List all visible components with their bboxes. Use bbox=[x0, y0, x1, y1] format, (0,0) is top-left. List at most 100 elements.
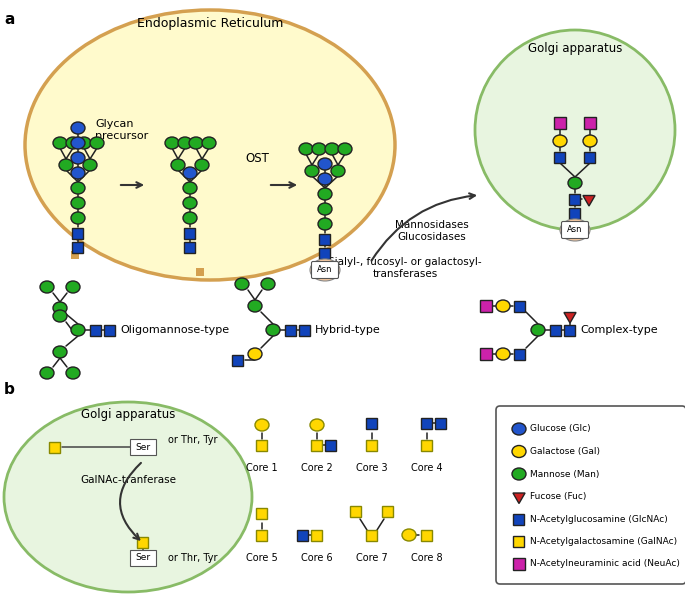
FancyBboxPatch shape bbox=[130, 439, 156, 455]
Ellipse shape bbox=[402, 529, 416, 541]
Ellipse shape bbox=[183, 167, 197, 179]
Ellipse shape bbox=[318, 188, 332, 200]
Bar bbox=[73, 241, 84, 252]
Bar bbox=[256, 508, 268, 518]
FancyBboxPatch shape bbox=[496, 406, 685, 584]
Ellipse shape bbox=[235, 278, 249, 290]
Ellipse shape bbox=[40, 367, 54, 379]
Text: Mannosidases
Glucosidases: Mannosidases Glucosidases bbox=[395, 220, 469, 241]
Text: Golgi apparatus: Golgi apparatus bbox=[81, 408, 175, 421]
Ellipse shape bbox=[165, 137, 179, 149]
Ellipse shape bbox=[248, 348, 262, 360]
Text: Ser: Ser bbox=[136, 442, 151, 451]
Ellipse shape bbox=[183, 182, 197, 194]
Bar bbox=[49, 442, 60, 453]
Bar bbox=[299, 324, 310, 336]
Ellipse shape bbox=[299, 143, 313, 155]
Bar bbox=[232, 355, 243, 365]
Bar bbox=[366, 439, 377, 451]
Ellipse shape bbox=[83, 159, 97, 171]
Ellipse shape bbox=[71, 122, 85, 134]
Ellipse shape bbox=[66, 281, 80, 293]
Ellipse shape bbox=[183, 212, 197, 224]
Ellipse shape bbox=[325, 143, 339, 155]
Ellipse shape bbox=[4, 402, 252, 592]
Bar bbox=[325, 439, 336, 451]
Ellipse shape bbox=[318, 173, 332, 185]
Ellipse shape bbox=[53, 137, 67, 149]
Ellipse shape bbox=[512, 445, 526, 457]
Text: Fucose (Fuc): Fucose (Fuc) bbox=[530, 492, 586, 501]
Ellipse shape bbox=[512, 468, 526, 480]
Bar bbox=[421, 417, 432, 428]
Bar bbox=[514, 348, 525, 359]
Text: Core 1: Core 1 bbox=[246, 463, 278, 473]
Bar bbox=[184, 227, 195, 238]
Bar bbox=[73, 227, 84, 238]
Bar bbox=[514, 514, 525, 525]
Ellipse shape bbox=[331, 165, 345, 177]
Text: Glucose (Glc): Glucose (Glc) bbox=[530, 425, 590, 434]
Text: N-Acetylgalactosamine (GalNAc): N-Acetylgalactosamine (GalNAc) bbox=[530, 537, 677, 546]
Ellipse shape bbox=[202, 137, 216, 149]
Bar bbox=[297, 529, 308, 540]
Text: Core 5: Core 5 bbox=[246, 553, 278, 563]
Ellipse shape bbox=[71, 167, 85, 179]
Text: GalNAc-tranferase: GalNAc-tranferase bbox=[80, 475, 176, 485]
Ellipse shape bbox=[71, 212, 85, 224]
Ellipse shape bbox=[71, 182, 85, 194]
Ellipse shape bbox=[53, 346, 67, 358]
Text: Galactose (Gal): Galactose (Gal) bbox=[530, 447, 600, 456]
Ellipse shape bbox=[25, 10, 395, 280]
Text: N-Acetylglucosamine (GlcNAc): N-Acetylglucosamine (GlcNAc) bbox=[530, 514, 668, 523]
Ellipse shape bbox=[338, 143, 352, 155]
Bar bbox=[514, 536, 525, 547]
Text: or Thr, Tyr: or Thr, Tyr bbox=[168, 553, 218, 563]
FancyBboxPatch shape bbox=[562, 221, 588, 238]
Bar bbox=[71, 251, 79, 259]
Bar bbox=[256, 439, 268, 451]
Ellipse shape bbox=[310, 419, 324, 431]
Ellipse shape bbox=[71, 197, 85, 209]
Bar bbox=[196, 268, 204, 276]
Ellipse shape bbox=[560, 219, 590, 241]
Ellipse shape bbox=[178, 137, 192, 149]
Bar bbox=[256, 529, 268, 540]
Text: OST: OST bbox=[245, 151, 269, 165]
Ellipse shape bbox=[171, 159, 185, 171]
Text: Oligomannose-type: Oligomannose-type bbox=[120, 325, 229, 335]
Bar bbox=[569, 194, 580, 204]
Bar bbox=[421, 529, 432, 540]
Bar bbox=[90, 324, 101, 336]
Text: b: b bbox=[4, 382, 15, 397]
Ellipse shape bbox=[90, 137, 104, 149]
Ellipse shape bbox=[53, 310, 67, 322]
Text: Core 8: Core 8 bbox=[411, 553, 443, 563]
Bar bbox=[551, 324, 562, 336]
Ellipse shape bbox=[496, 300, 510, 312]
Ellipse shape bbox=[318, 203, 332, 215]
Text: Glycan
precursor: Glycan precursor bbox=[95, 119, 148, 141]
Text: Asn: Asn bbox=[567, 226, 583, 235]
Bar bbox=[584, 151, 595, 163]
Bar bbox=[366, 529, 377, 540]
Ellipse shape bbox=[318, 158, 332, 170]
Text: or Thr, Tyr: or Thr, Tyr bbox=[168, 435, 218, 445]
Text: Complex-type: Complex-type bbox=[580, 325, 658, 335]
FancyBboxPatch shape bbox=[130, 550, 156, 566]
Text: Ser: Ser bbox=[136, 554, 151, 563]
Bar bbox=[564, 324, 575, 336]
Ellipse shape bbox=[312, 143, 326, 155]
Ellipse shape bbox=[310, 259, 340, 281]
Ellipse shape bbox=[475, 30, 675, 230]
Text: Core 3: Core 3 bbox=[356, 463, 388, 473]
Ellipse shape bbox=[305, 165, 319, 177]
Text: Sialyl-, fucosyl- or galactosyl-
transferases: Sialyl-, fucosyl- or galactosyl- transfe… bbox=[328, 257, 482, 278]
Bar bbox=[421, 439, 432, 451]
Bar bbox=[514, 301, 525, 312]
Ellipse shape bbox=[512, 423, 526, 435]
Ellipse shape bbox=[40, 281, 54, 293]
Ellipse shape bbox=[531, 324, 545, 336]
Bar bbox=[366, 417, 377, 428]
Text: a: a bbox=[4, 12, 14, 27]
